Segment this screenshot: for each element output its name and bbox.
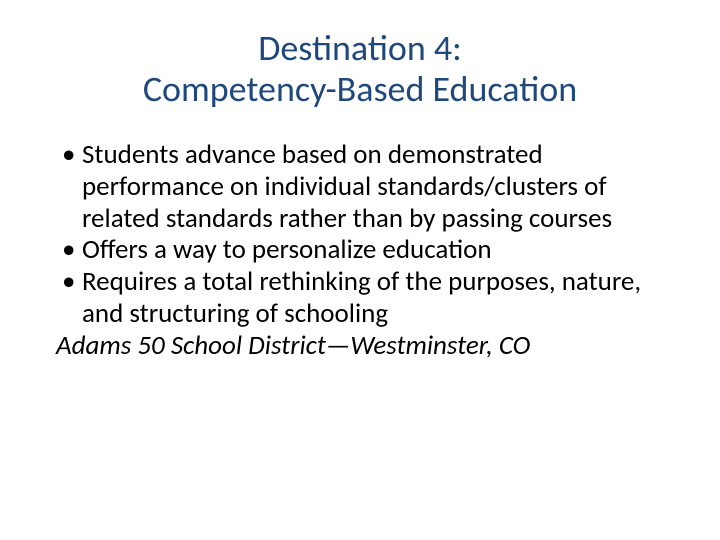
slide: Destination 4: Competency-Based Educatio… [0, 0, 720, 540]
title-line-2: Competency-Based Education [88, 69, 632, 110]
slide-title: Destination 4: Competency-Based Educatio… [48, 28, 672, 111]
bullet-item: Requires a total rethinking of the purpo… [56, 266, 664, 330]
bullet-item: Students advance based on demonstrated p… [56, 139, 664, 235]
slide-body: Students advance based on demonstrated p… [48, 139, 672, 362]
title-line-1: Destination 4: [88, 28, 632, 69]
bullet-item: Offers a way to personalize education [56, 234, 664, 266]
bullet-list: Students advance based on demonstrated p… [56, 139, 664, 330]
footer-text: Adams 50 School District—Westminster, CO [56, 330, 664, 362]
